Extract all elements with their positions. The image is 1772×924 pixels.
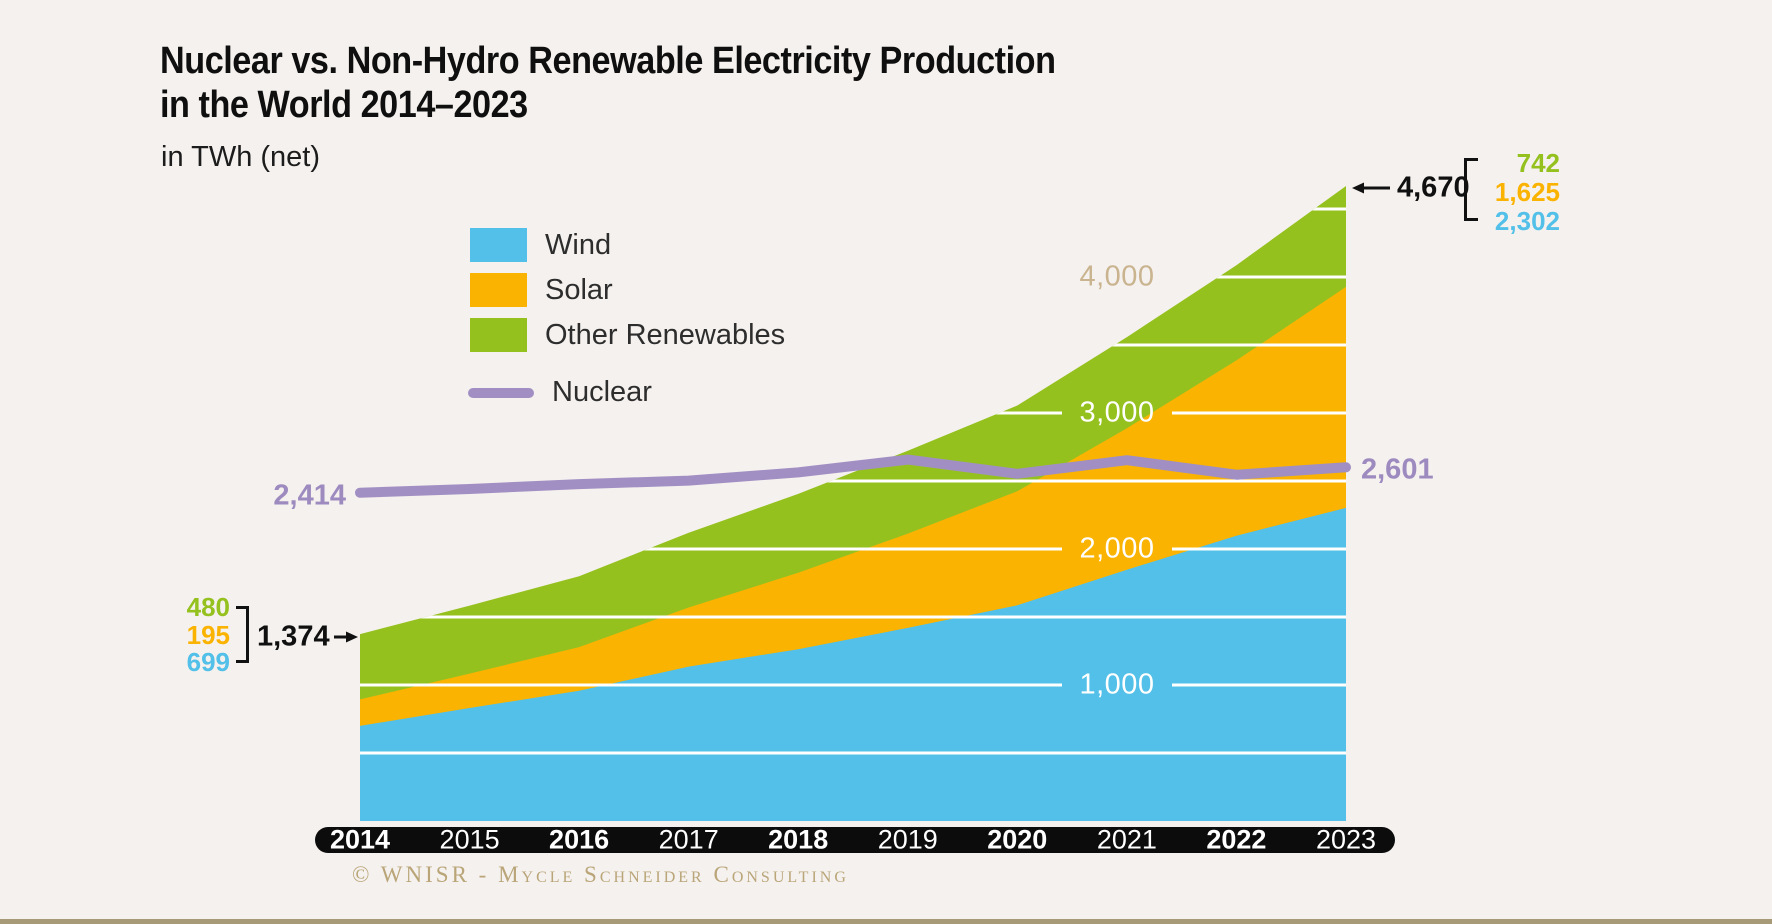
chart-title-line1: Nuclear vs. Non-Hydro Renewable Electric… (160, 40, 1056, 82)
chart-unit-subtitle: in TWh (net) (161, 141, 321, 173)
legend-item-wind: Wind (470, 228, 611, 262)
renewables-start-total: 1,374 (257, 620, 330, 653)
legend-label: Wind (545, 228, 612, 261)
legend-swatch-other-renewables (470, 318, 527, 352)
breakdown-value-solar: 1,625 (1494, 177, 1560, 207)
year-label-2020: 2020 (987, 824, 1048, 855)
breakdown-value-solar: 195 (186, 619, 230, 650)
nuclear-end-value: 2,601 (1361, 453, 1434, 486)
year-label-2023: 2023 (1315, 824, 1377, 855)
renewables-end-total: 4,670 (1397, 171, 1470, 204)
bottom-border-strip (0, 919, 1772, 924)
annotation-arrows (334, 182, 1390, 643)
legend-item-solar: Solar (470, 273, 613, 307)
year-label-2015: 2015 (439, 824, 500, 855)
legend-swatch-nuclear (468, 387, 534, 398)
breakdown-value-wind: 699 (186, 647, 230, 677)
start-breakdown-values: 480 195 699 (130, 592, 230, 677)
copyright-credit: © WNISR - Mycle Schneider Consulting (352, 862, 849, 887)
chart-title-line2: in the World 2014–2023 (160, 84, 528, 126)
year-label-2022: 2022 (1206, 824, 1267, 855)
end-breakdown-bracket (1464, 158, 1478, 221)
legend-item-nuclear: Nuclear (468, 376, 652, 409)
breakdown-value-wind: 2,302 (1494, 206, 1560, 236)
y-tick-4000: 4,000 (1079, 260, 1155, 293)
breakdown-value-other-renewables: 742 (1516, 148, 1560, 178)
area-wind (360, 507, 1346, 821)
y-tick-1000: 1,000 (1079, 668, 1155, 701)
breakdown-value-other-renewables: 480 (186, 592, 230, 622)
y-tick-3000: 3,000 (1079, 396, 1155, 429)
nuclear-start-value: 2,414 (273, 479, 346, 512)
legend-label: Other Renewables (545, 318, 786, 351)
legend-label: Solar (545, 273, 613, 306)
nuclear-line (355, 454, 1351, 498)
year-label-2014: 2014 (329, 824, 391, 855)
legend-item-other-renewables: Other Renewables (470, 318, 785, 352)
y-tick-2000: 2,000 (1079, 532, 1155, 565)
start-breakdown-bracket (236, 606, 249, 663)
legend-label: Nuclear (552, 376, 652, 408)
year-label-2017: 2017 (658, 824, 719, 855)
end-breakdown-values: 742 1,625 2,302 (1478, 149, 1560, 236)
year-label-2021: 2021 (1096, 824, 1157, 855)
legend-swatch-wind (470, 228, 527, 262)
legend-swatch-solar (470, 273, 527, 307)
year-label-2018: 2018 (768, 824, 829, 855)
year-label-2016: 2016 (549, 824, 610, 855)
x-axis-year-bar (315, 827, 1395, 853)
year-label-2019: 2019 (877, 824, 938, 855)
